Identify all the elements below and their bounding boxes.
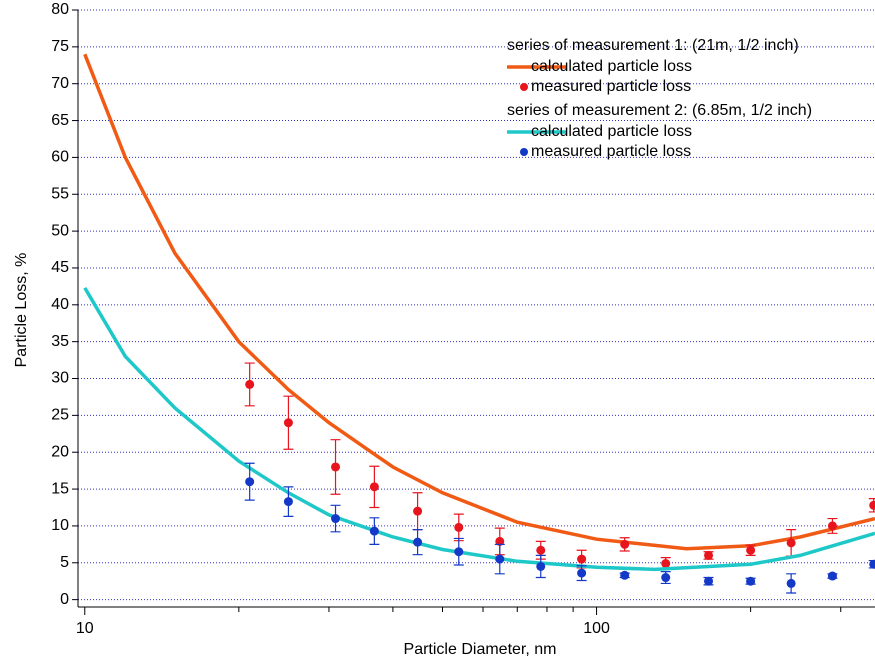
y-tick-label: 60 bbox=[51, 149, 69, 166]
data-point bbox=[331, 514, 341, 524]
data-point bbox=[413, 537, 423, 547]
data-point bbox=[661, 573, 671, 583]
data-point bbox=[827, 521, 837, 531]
y-axis-label: Particle Loss, % bbox=[13, 253, 30, 368]
y-tick-label: 20 bbox=[51, 443, 69, 460]
data-point bbox=[245, 477, 255, 487]
calculated-curve bbox=[83, 53, 875, 551]
data-point bbox=[869, 559, 875, 569]
y-tick-label: 10 bbox=[51, 517, 69, 534]
legend-marker bbox=[520, 148, 528, 156]
y-tick-label: 25 bbox=[51, 407, 69, 424]
data-point bbox=[454, 547, 464, 557]
data-point bbox=[283, 497, 293, 507]
y-tick-label: 30 bbox=[51, 370, 69, 387]
data-point bbox=[369, 526, 379, 536]
data-point bbox=[786, 578, 796, 588]
data-point bbox=[331, 462, 341, 472]
y-tick-label: 80 bbox=[51, 1, 69, 18]
legend-group-title: series of measurement 1: (21m, 1/2 inch) bbox=[507, 37, 799, 54]
x-axis-label: Particle Diameter, nm bbox=[404, 641, 557, 658]
data-point bbox=[577, 568, 587, 578]
data-point bbox=[577, 554, 587, 564]
x-tick-label: 10 bbox=[76, 620, 94, 637]
data-point bbox=[786, 538, 796, 548]
data-point bbox=[620, 570, 630, 580]
y-tick-label: 75 bbox=[51, 38, 69, 55]
y-tick-label: 55 bbox=[51, 185, 69, 202]
y-tick-label: 5 bbox=[60, 554, 69, 571]
data-point bbox=[454, 522, 464, 532]
data-point bbox=[413, 506, 423, 516]
data-point bbox=[869, 500, 875, 510]
legend-label: calculated particle loss bbox=[531, 123, 692, 140]
y-tick-label: 15 bbox=[51, 480, 69, 497]
legend-label: measured particle loss bbox=[531, 143, 691, 160]
data-point bbox=[746, 576, 756, 586]
data-point bbox=[827, 571, 837, 581]
y-tick-label: 65 bbox=[51, 112, 69, 129]
data-point bbox=[283, 418, 293, 428]
data-point bbox=[704, 550, 714, 560]
data-point bbox=[620, 539, 630, 549]
legend-label: calculated particle loss bbox=[531, 58, 692, 75]
data-point bbox=[704, 576, 714, 586]
data-point bbox=[746, 545, 756, 555]
legend-label: measured particle loss bbox=[531, 78, 691, 95]
data-point bbox=[245, 379, 255, 389]
legend-group-title: series of measurement 2: (6.85m, 1/2 inc… bbox=[507, 102, 812, 119]
y-tick-label: 45 bbox=[51, 259, 69, 276]
data-point bbox=[661, 559, 671, 569]
y-tick-label: 70 bbox=[51, 75, 69, 92]
y-tick-label: 35 bbox=[51, 333, 69, 350]
legend-marker bbox=[520, 83, 528, 91]
data-point bbox=[495, 554, 505, 564]
data-point bbox=[495, 536, 505, 546]
x-tick-label: 100 bbox=[583, 620, 610, 637]
data-point bbox=[536, 561, 546, 571]
data-point bbox=[536, 545, 546, 555]
y-tick-label: 40 bbox=[51, 296, 69, 313]
y-tick-label: 50 bbox=[51, 222, 69, 239]
data-point bbox=[369, 482, 379, 492]
y-tick-label: 0 bbox=[60, 591, 69, 608]
calculated-curve bbox=[83, 287, 875, 572]
